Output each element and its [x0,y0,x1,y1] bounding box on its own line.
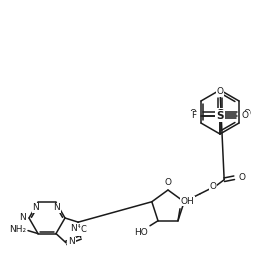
Text: O: O [210,182,217,191]
Text: N: N [68,238,75,247]
Text: S: S [216,111,224,121]
Text: HO: HO [134,228,148,237]
Text: S: S [216,109,224,119]
Text: O: O [242,111,249,120]
Text: O: O [190,109,197,118]
Text: N: N [70,224,77,233]
Text: N: N [33,203,39,212]
Text: N: N [54,203,60,212]
Text: $^{14}$C: $^{14}$C [73,223,88,235]
Text: O: O [243,109,250,118]
Text: F: F [191,111,196,120]
Text: O: O [217,87,224,96]
Text: N: N [19,213,26,222]
Text: OH: OH [181,197,195,206]
Text: NH₂: NH₂ [9,225,26,234]
Text: O: O [238,173,245,182]
Text: O: O [165,178,171,187]
